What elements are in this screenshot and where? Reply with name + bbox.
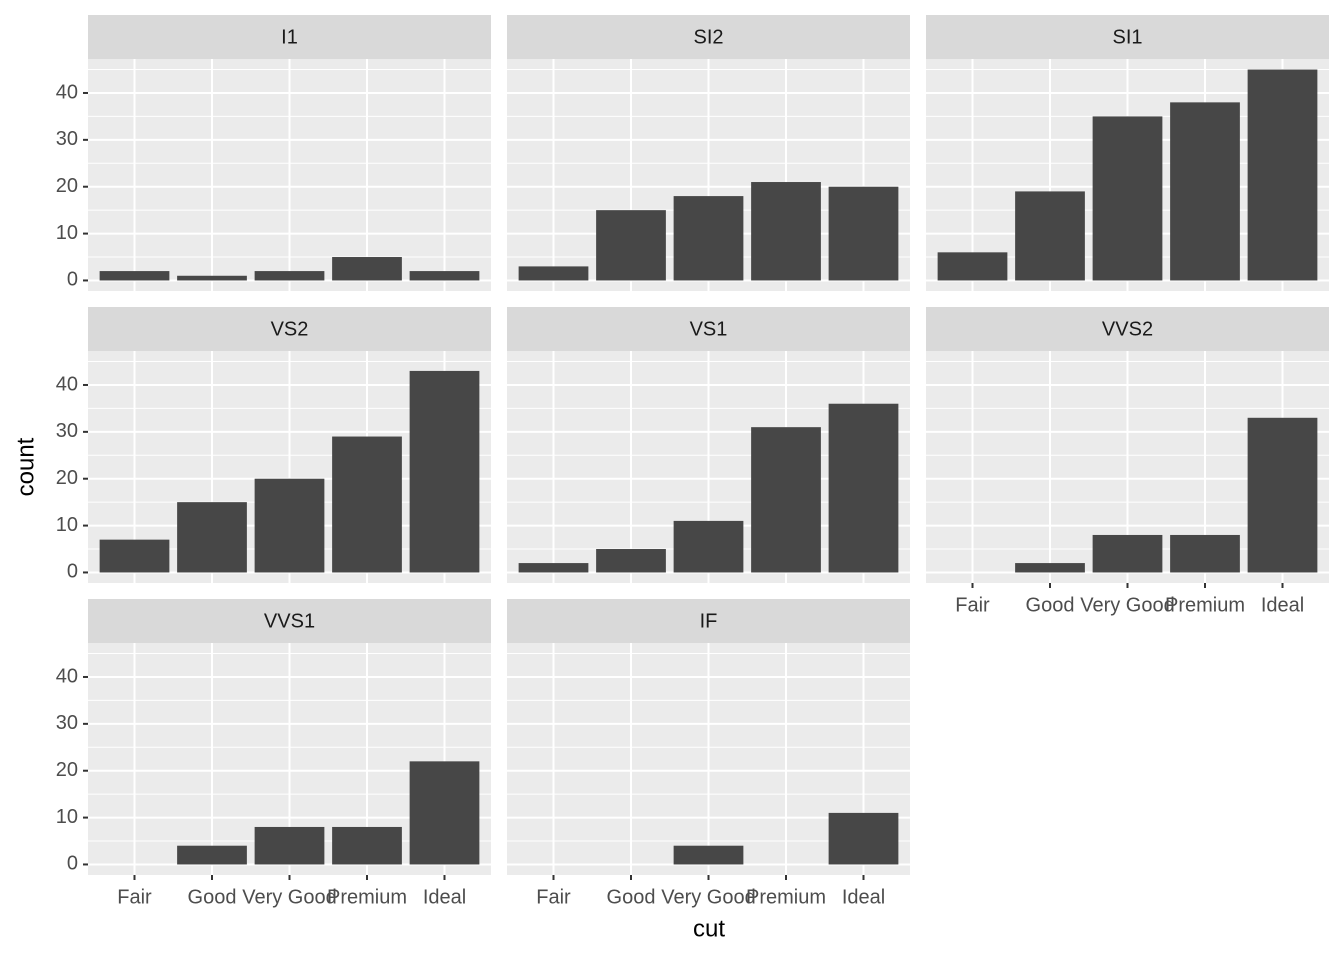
bar: [99, 539, 170, 573]
strip-label: SI1: [1112, 26, 1142, 48]
y-tick-label: 0: [67, 853, 78, 875]
bar: [177, 275, 247, 281]
bar: [751, 427, 821, 573]
strip-label: IF: [700, 610, 718, 632]
bar: [254, 271, 325, 281]
x-tick-label: Very Good: [661, 886, 756, 908]
bar: [596, 210, 666, 281]
bar: [99, 271, 170, 281]
strip-label: VS1: [690, 318, 728, 340]
bar: [1170, 102, 1240, 281]
bar: [409, 761, 480, 865]
bar: [409, 370, 480, 573]
x-tick-label: Very Good: [1080, 594, 1175, 616]
bar: [1247, 417, 1318, 573]
bar: [409, 271, 480, 281]
bar: [518, 563, 589, 573]
bar: [177, 502, 247, 573]
bar: [596, 549, 666, 573]
bar: [673, 845, 744, 865]
x-tick-label: Ideal: [842, 886, 885, 908]
x-tick-label: Good: [1026, 594, 1075, 616]
strip: [926, 15, 1329, 59]
y-tick-label: 10: [56, 514, 78, 536]
strip: [507, 307, 910, 351]
x-tick-label: Fair: [955, 594, 990, 616]
strip: [88, 599, 491, 643]
y-tick-label: 40: [56, 373, 78, 395]
y-tick-label: 10: [56, 222, 78, 244]
x-tick-label: Premium: [327, 886, 407, 908]
strip-label: VVS1: [264, 610, 315, 632]
bar: [828, 403, 899, 573]
y-tick-label: 10: [56, 806, 78, 828]
bar: [332, 436, 402, 573]
bar: [1092, 534, 1163, 573]
x-axis-title: cut: [693, 915, 725, 942]
bar: [673, 196, 744, 281]
strip: [507, 599, 910, 643]
strip-label: VVS2: [1102, 318, 1153, 340]
bar: [673, 520, 744, 573]
x-tick-label: Good: [188, 886, 237, 908]
bar: [332, 826, 402, 865]
x-tick-label: Premium: [1165, 594, 1245, 616]
x-tick-label: Fair: [117, 886, 152, 908]
y-tick-label: 20: [56, 175, 78, 197]
strip: [88, 307, 491, 351]
bar: [828, 812, 899, 865]
bar: [332, 257, 402, 281]
y-tick-label: 20: [56, 467, 78, 489]
x-tick-label: Good: [607, 886, 656, 908]
bar: [518, 266, 589, 281]
bar: [254, 826, 325, 865]
bar: [751, 182, 821, 281]
strip: [926, 307, 1329, 351]
x-tick-label: Fair: [536, 886, 571, 908]
y-tick-label: 30: [56, 420, 78, 442]
y-tick-label: 30: [56, 712, 78, 734]
y-tick-label: 0: [67, 561, 78, 583]
bar: [1170, 534, 1240, 573]
bar: [1015, 563, 1085, 573]
bar: [177, 845, 247, 865]
bar: [1015, 191, 1085, 281]
y-tick-label: 30: [56, 128, 78, 150]
bar: [1092, 116, 1163, 281]
strip-label: VS2: [271, 318, 309, 340]
x-tick-label: Very Good: [242, 886, 337, 908]
y-axis-title: count: [12, 437, 39, 496]
x-tick-label: Premium: [746, 886, 826, 908]
strip: [507, 15, 910, 59]
bar: [937, 252, 1008, 281]
strip-label: SI2: [693, 26, 723, 48]
y-tick-label: 20: [56, 759, 78, 781]
bar: [1247, 69, 1318, 281]
y-tick-label: 40: [56, 665, 78, 687]
bar: [828, 186, 899, 281]
y-tick-label: 40: [56, 81, 78, 103]
x-tick-label: Ideal: [1261, 594, 1304, 616]
x-tick-label: Ideal: [423, 886, 466, 908]
y-tick-label: 0: [67, 269, 78, 291]
strip: [88, 15, 491, 59]
bar: [254, 478, 325, 573]
strip-label: I1: [281, 26, 298, 48]
